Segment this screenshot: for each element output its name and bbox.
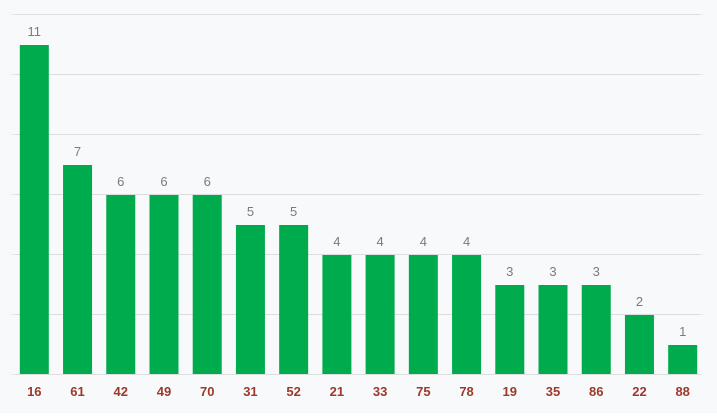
svg-text:75: 75 xyxy=(416,384,430,399)
svg-text:4: 4 xyxy=(333,234,340,249)
svg-text:42: 42 xyxy=(114,384,128,399)
svg-text:22: 22 xyxy=(632,384,646,399)
svg-text:49: 49 xyxy=(157,384,171,399)
svg-text:31: 31 xyxy=(243,384,257,399)
svg-text:6: 6 xyxy=(160,174,167,189)
svg-text:2: 2 xyxy=(636,294,643,309)
svg-text:4: 4 xyxy=(420,234,427,249)
svg-text:33: 33 xyxy=(373,384,387,399)
svg-text:88: 88 xyxy=(675,384,689,399)
svg-text:4: 4 xyxy=(376,234,383,249)
svg-text:4: 4 xyxy=(463,234,470,249)
svg-text:6: 6 xyxy=(204,174,211,189)
svg-text:3: 3 xyxy=(593,264,600,279)
svg-text:5: 5 xyxy=(247,204,254,219)
svg-text:70: 70 xyxy=(200,384,214,399)
svg-text:7: 7 xyxy=(74,144,81,159)
svg-text:11: 11 xyxy=(28,24,42,39)
svg-text:35: 35 xyxy=(546,384,560,399)
svg-text:1: 1 xyxy=(679,324,686,339)
svg-text:19: 19 xyxy=(503,384,517,399)
svg-text:61: 61 xyxy=(70,384,84,399)
svg-text:86: 86 xyxy=(589,384,603,399)
svg-text:5: 5 xyxy=(290,204,297,219)
svg-text:3: 3 xyxy=(549,264,556,279)
svg-text:3: 3 xyxy=(506,264,513,279)
svg-text:78: 78 xyxy=(459,384,473,399)
svg-text:21: 21 xyxy=(330,384,344,399)
svg-text:16: 16 xyxy=(27,384,41,399)
svg-text:52: 52 xyxy=(286,384,300,399)
svg-text:6: 6 xyxy=(117,174,124,189)
